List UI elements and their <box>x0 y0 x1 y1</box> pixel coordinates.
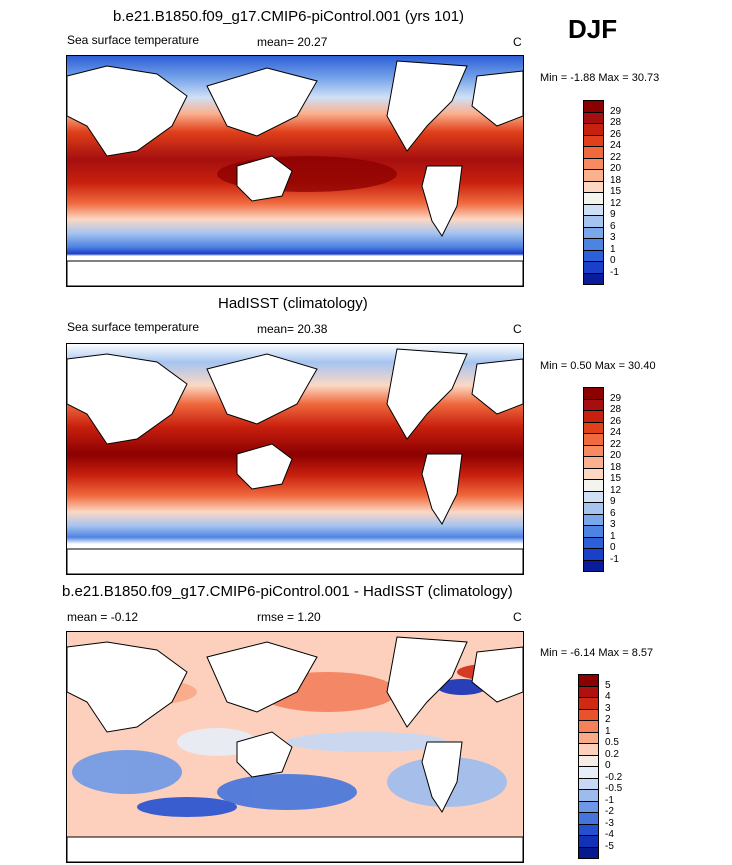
colorbar-label: 29 <box>610 392 622 404</box>
colorbar-label: -0.5 <box>605 783 623 794</box>
colorbar-label: 4 <box>605 691 611 702</box>
colorbar-label: 9 <box>610 496 616 507</box>
colorbar-label: 15 <box>610 186 622 197</box>
colorbar-label: -2 <box>605 806 614 817</box>
panel3-title: b.e21.B1850.f09_g17.CMIP6-piControl.001 … <box>62 583 513 600</box>
colorbar-label: 0 <box>610 255 616 266</box>
panel3-rmse-label: rmse = 1.20 <box>257 610 321 624</box>
colorbar-label: 29 <box>610 105 622 117</box>
colorbar-swatch <box>583 272 604 285</box>
colorbar-label: -1 <box>610 553 619 565</box>
panel1-map <box>66 55 524 287</box>
colorbar-label: 22 <box>610 438 622 450</box>
colorbar-label: 6 <box>610 507 616 519</box>
panel3-map <box>66 631 524 863</box>
colorbar-label: -3 <box>605 817 614 829</box>
colorbar-label: 28 <box>610 117 622 128</box>
panel1-title: b.e21.B1850.f09_g17.CMIP6-piControl.001 … <box>113 8 465 25</box>
colorbar-label: 3 <box>610 232 616 243</box>
panel2-minmax: Min = 0.50 Max = 30.40 <box>540 360 656 372</box>
colorbar-label: 24 <box>610 140 622 151</box>
colorbar-label: 26 <box>610 128 622 140</box>
panel2-mean-label: mean= 20.38 <box>257 322 328 336</box>
panel3-mean-label: mean = -0.12 <box>67 610 139 624</box>
colorbar-label: 9 <box>610 209 616 220</box>
colorbar-label: 2 <box>605 714 611 725</box>
colorbar-label: -0.2 <box>605 771 623 783</box>
panel1-minmax: Min = -1.88 Max = 30.73 <box>540 72 660 84</box>
colorbar-label: 28 <box>610 404 622 415</box>
colorbar-label: 24 <box>610 427 622 438</box>
colorbar-label: 12 <box>610 484 622 496</box>
colorbar-label: 3 <box>610 519 616 530</box>
colorbar-swatch <box>583 559 604 572</box>
colorbar-label: -1 <box>610 266 619 278</box>
panel3-units: C <box>513 610 522 624</box>
panel2-title: HadISST (climatology) <box>218 295 368 312</box>
panel2-units: C <box>513 322 522 336</box>
colorbar-label: 6 <box>610 220 616 232</box>
colorbar-label: 1 <box>605 725 611 737</box>
panel2-map <box>66 343 524 575</box>
colorbar-label: 1 <box>610 530 616 542</box>
colorbar-label: 18 <box>610 174 622 186</box>
colorbar-label: 15 <box>610 473 622 484</box>
panel3-minmax: Min = -6.14 Max = 8.57 <box>540 647 654 659</box>
colorbar-label: 20 <box>610 450 622 461</box>
colorbar-label: -1 <box>605 794 614 806</box>
colorbar-label: 0.5 <box>605 737 619 748</box>
panel1-units: C <box>513 35 522 49</box>
colorbar-label: 0 <box>605 760 611 771</box>
colorbar-label: 18 <box>610 461 622 473</box>
colorbar-label: 5 <box>605 679 611 691</box>
panel1-variable-label: Sea surface temperature <box>67 33 200 47</box>
colorbar-label: 22 <box>610 151 622 163</box>
colorbar-label: 20 <box>610 163 622 174</box>
colorbar-label: -5 <box>605 840 614 852</box>
colorbar-label: 3 <box>605 702 611 714</box>
colorbar-label: -4 <box>605 829 614 840</box>
panel2-variable-label: Sea surface temperature <box>67 320 200 334</box>
colorbar-label: 12 <box>610 197 622 209</box>
panel1-mean-label: mean= 20.27 <box>257 35 328 49</box>
colorbar-label: 1 <box>610 243 616 255</box>
colorbar-swatch <box>578 846 599 859</box>
season-label: DJF <box>568 14 618 44</box>
colorbar-label: 26 <box>610 415 622 427</box>
colorbar-label: 0 <box>610 542 616 553</box>
colorbar-label: 0.2 <box>605 748 619 760</box>
